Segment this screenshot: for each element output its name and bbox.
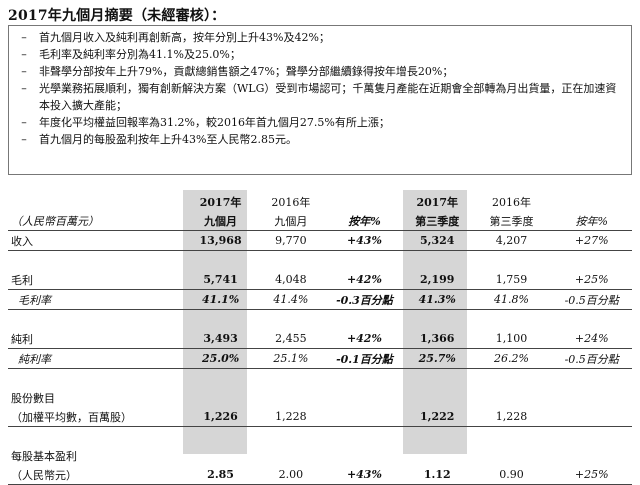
bullet-item: – 毛利率及純利率分別為41.1%及25.0%； (21, 48, 241, 61)
table-row: 純利 3,493 2,455 +42% 1,366 1,100 +24% (8, 329, 632, 349)
summary-bullet-box: – 首九個月收入及純利再創新高，按年分別上升43%及42%； – 毛利率及純利率分別… (8, 25, 632, 175)
table-row: 純利率 25.0% 25.1% -0.1百分點 25.7% 26.2% -0.5… (8, 348, 632, 369)
bullet-item: – 首九個月的每股盈利按年上升43%至人民幣2.85元。 (21, 133, 297, 146)
unit-label: （人民幣百萬元） (8, 211, 186, 231)
table-row: 毛利 5,741 4,048 +42% 2,199 1,759 +25% (8, 270, 632, 290)
summary-title: 2017年九個月摘要（未經審核）： (8, 8, 226, 24)
table-row: 股份數目 (11, 391, 55, 405)
bullet-item: – 非聲學分部按年上升79%，貢獻總銷售額之47%；聲學分部繼續錄得按年增長20%… (21, 65, 454, 78)
table-row: 收入 13,968 9,770 +43% 5,324 4,207 +27% (8, 230, 632, 251)
bullet-item: – 首九個月收入及純利再創新高，按年分別上升43%及42%； (21, 31, 330, 44)
bullet-item: – 光學業務拓展順利，獨有創新解決方案（WLG）受到市場認可；千萬隻月產能在近期會… (21, 82, 617, 112)
table-header-row-period: （人民幣百萬元） 九個月 九個月 按年% 第三季度 第三季度 按年% (8, 211, 632, 231)
table-header-row-year: 2017年 2016年 2017年 2016年 (199, 195, 531, 209)
table-row: （人民幣元） 2.85 2.00 +43% 1.12 0.90 +25% (8, 465, 632, 485)
table-row: （加權平均數，百萬股） 1,226 1,228 1,222 1,228 (8, 407, 632, 427)
table-row: 毛利率 41.1% 41.4% -0.3百分點 41.3% 41.8% -0.5… (8, 289, 632, 310)
financial-summary-table: 2017年 2016年 2017年 2016年 （人民幣百萬元） 九個月 九個月… (8, 192, 632, 485)
bullet-item: – 年度化平均權益回報率為31.2%，較2016年首九個月27.5%有所上漲； (21, 116, 390, 129)
table-row: 每股基本盈利 (11, 449, 77, 463)
